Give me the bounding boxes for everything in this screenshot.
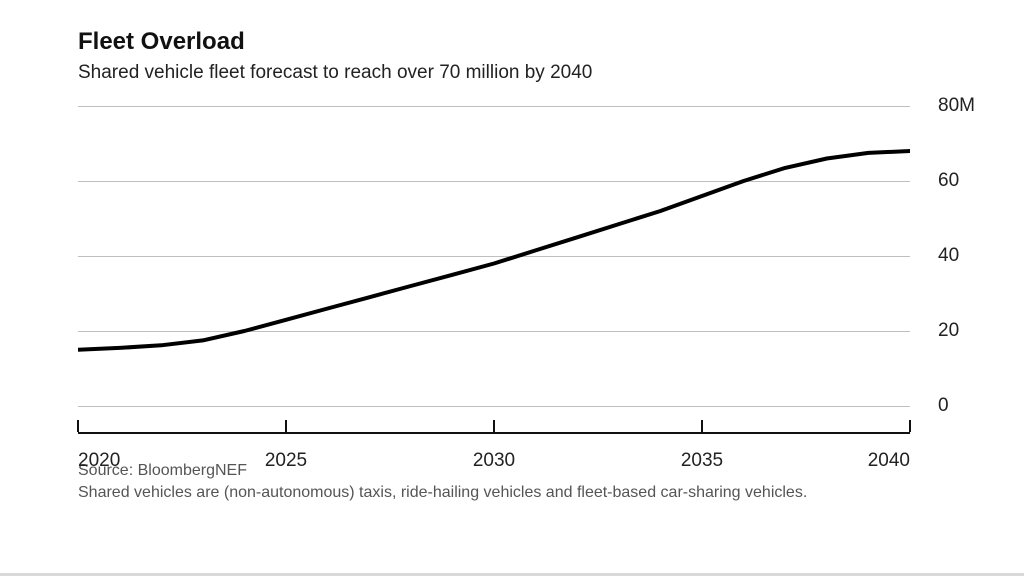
y-axis-label: 40 [938,245,959,267]
x-tick [493,420,495,432]
y-axis-label: 60 [938,170,959,192]
x-axis [78,432,910,434]
plot-region: 020406080M20202025203020352040 [78,106,910,406]
y-axis-label: 0 [938,395,949,417]
x-tick [701,420,703,432]
chart-footer: Source: BloombergNEF Shared vehicles are… [78,460,974,503]
series-line [78,106,910,406]
x-axis-label: 2040 [868,450,910,472]
x-axis-label: 2035 [681,450,723,472]
gridline [78,406,910,407]
chart-title: Fleet Overload [78,28,974,56]
x-axis-label: 2025 [265,450,307,472]
y-axis-label: 20 [938,320,959,342]
note-text: Shared vehicles are (non-autonomous) tax… [78,482,974,504]
chart-subtitle: Shared vehicle fleet forecast to reach o… [78,62,974,84]
x-tick [77,420,79,432]
y-axis-label: 80M [938,95,975,117]
x-axis-label: 2020 [78,450,120,472]
x-tick [285,420,287,432]
x-axis-label: 2030 [473,450,515,472]
x-tick [909,420,911,432]
chart-card: Fleet Overload Shared vehicle fleet fore… [0,0,1024,576]
source-text: Source: BloombergNEF [78,460,974,482]
chart-area: 020406080M20202025203020352040 [78,106,974,406]
